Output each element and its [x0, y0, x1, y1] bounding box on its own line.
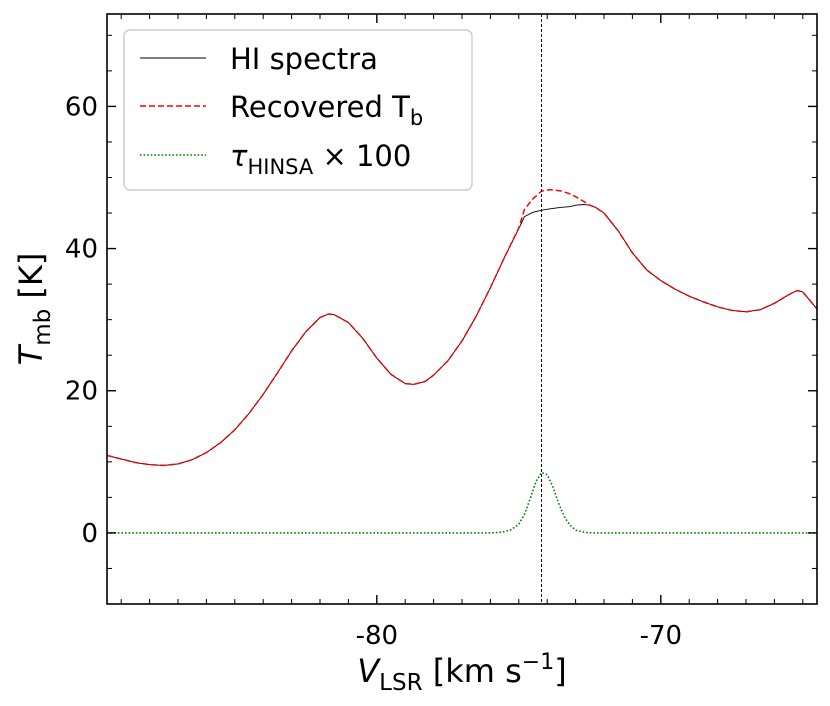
legend-label-tau-hinsa-suffix: × 100: [313, 139, 411, 173]
plot-frame: [106, 13, 818, 605]
legend-box: [123, 29, 473, 191]
series-line-recovered-tb: [107, 188, 817, 467]
y-tick-label-40: 40: [65, 235, 98, 265]
y-tick-label-20: 20: [65, 377, 98, 407]
series-layer: [107, 188, 817, 534]
legend-label-recovered-tb: Recovered Tb: [230, 90, 423, 130]
ticks-layer: -80 -70 0 20 40 60: [65, 14, 817, 651]
legend: HI spectra Recovered Tb τHINSA × 100: [123, 29, 473, 191]
series-line-hi-spectra: [107, 204, 817, 466]
legend-label-recovered-tb-sub: b: [410, 106, 423, 130]
x-tick-label-80: -80: [356, 621, 398, 651]
y-axis-label: Tmb [K]: [12, 253, 56, 366]
series-line-tau-hinsa: [107, 471, 817, 534]
y-tick-label-60: 60: [65, 92, 98, 122]
legend-label-hi-spectra: HI spectra: [230, 42, 378, 76]
legend-label-tau-hinsa: τHINSA × 100: [230, 139, 411, 179]
x-axis-label: VLSR [km s−1]: [357, 650, 566, 696]
x-tick-label-70: -70: [640, 621, 682, 651]
legend-label-tau-hinsa-sub: HINSA: [247, 155, 313, 179]
y-tick-label-0: 0: [81, 519, 98, 549]
